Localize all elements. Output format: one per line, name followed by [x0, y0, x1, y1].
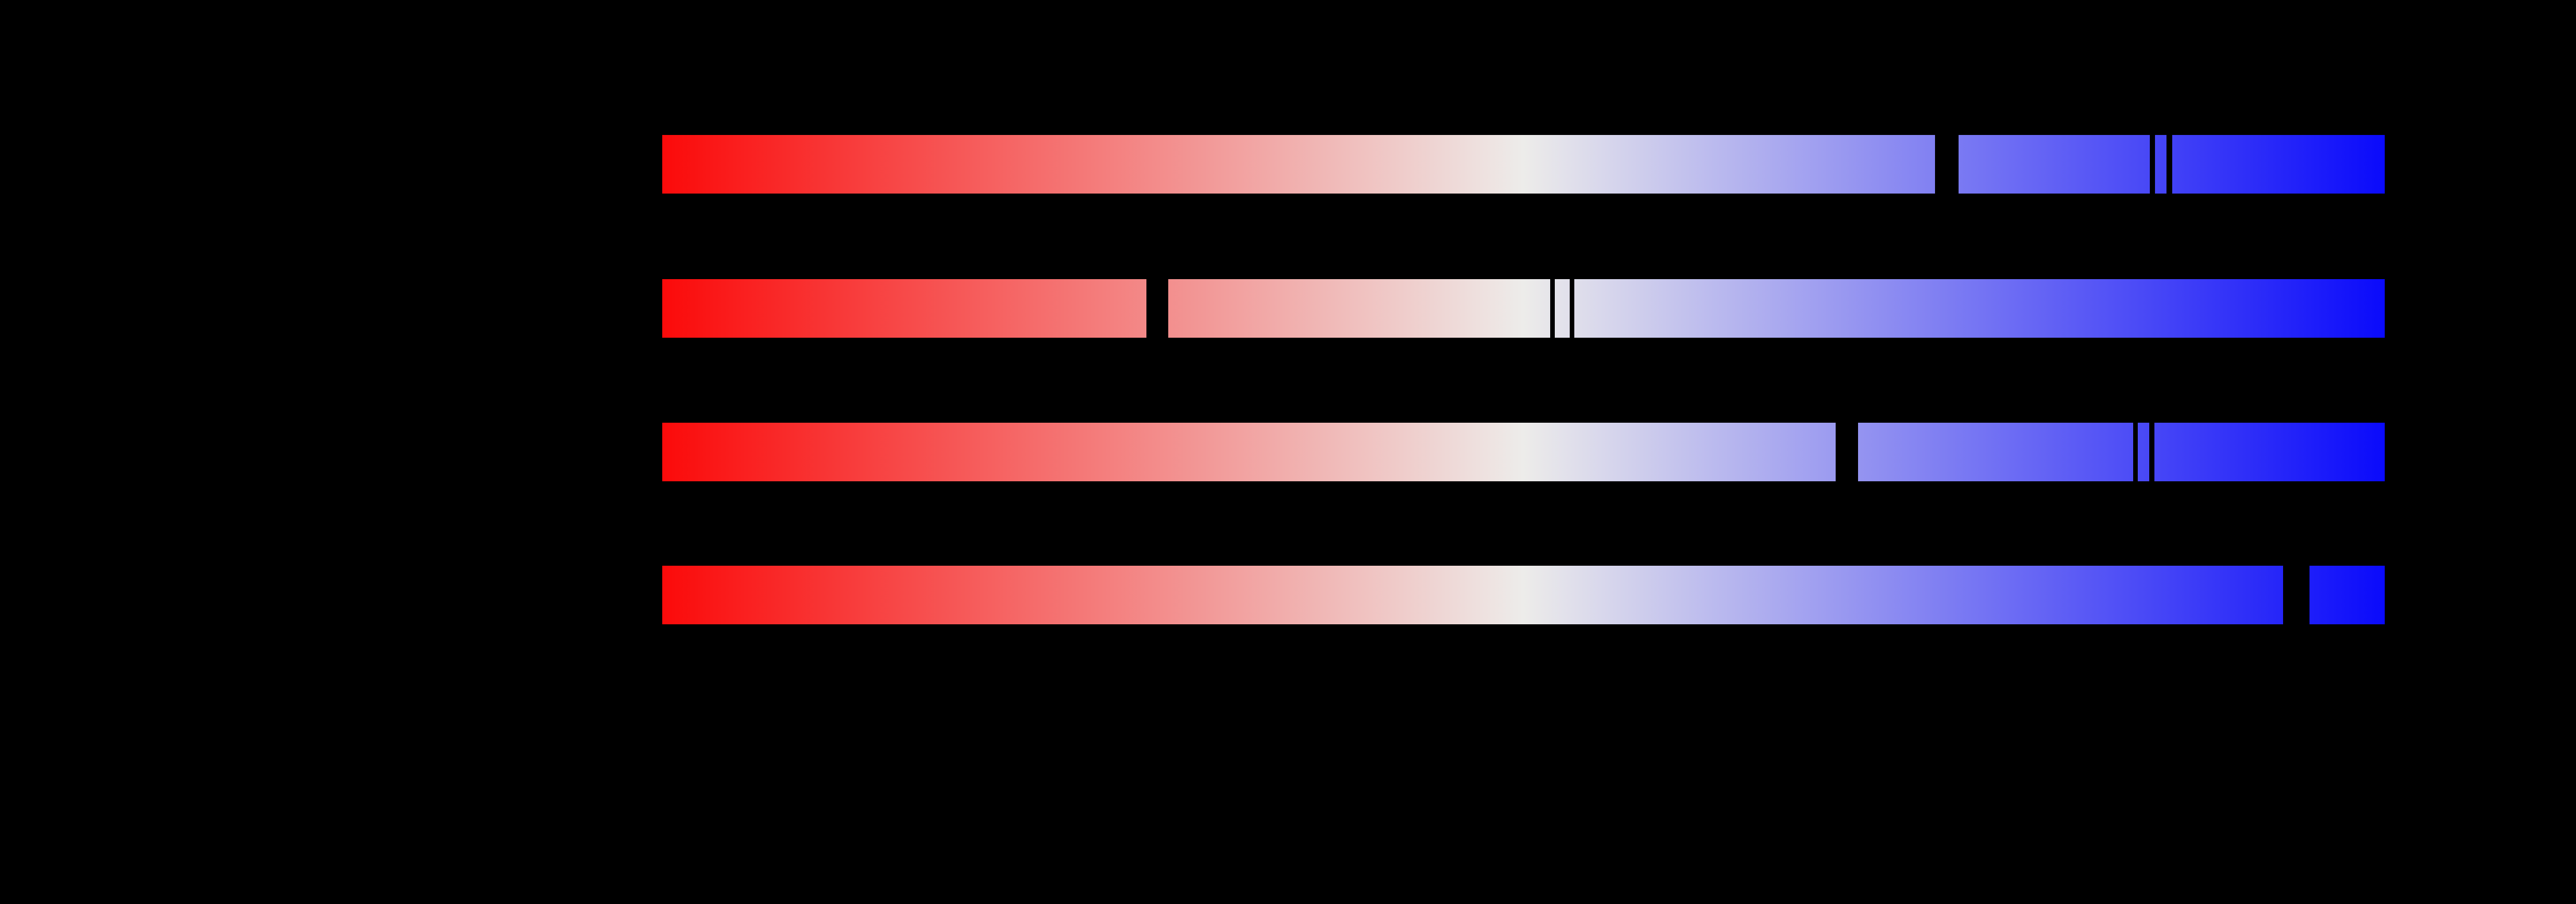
- gradient-bar-bar-2: [662, 278, 2385, 339]
- bar-gap-marker: [1550, 278, 1555, 339]
- gradient-bar-bar-3: [662, 422, 2385, 482]
- bar-gap-marker: [2283, 565, 2309, 625]
- bar-gap-marker: [2133, 422, 2138, 482]
- bar-gap-marker: [2149, 422, 2154, 482]
- bar-gap-marker: [2166, 134, 2172, 195]
- bar-gap-marker: [1146, 278, 1168, 339]
- bar-gap-marker: [1570, 278, 1574, 339]
- bar-gap-marker: [2150, 134, 2155, 195]
- bar-gap-marker: [1836, 422, 1858, 482]
- gradient-bar-bar-4: [662, 565, 2385, 625]
- gradient-bar-bar-1: [662, 134, 2385, 195]
- bar-gap-marker: [1935, 134, 1959, 195]
